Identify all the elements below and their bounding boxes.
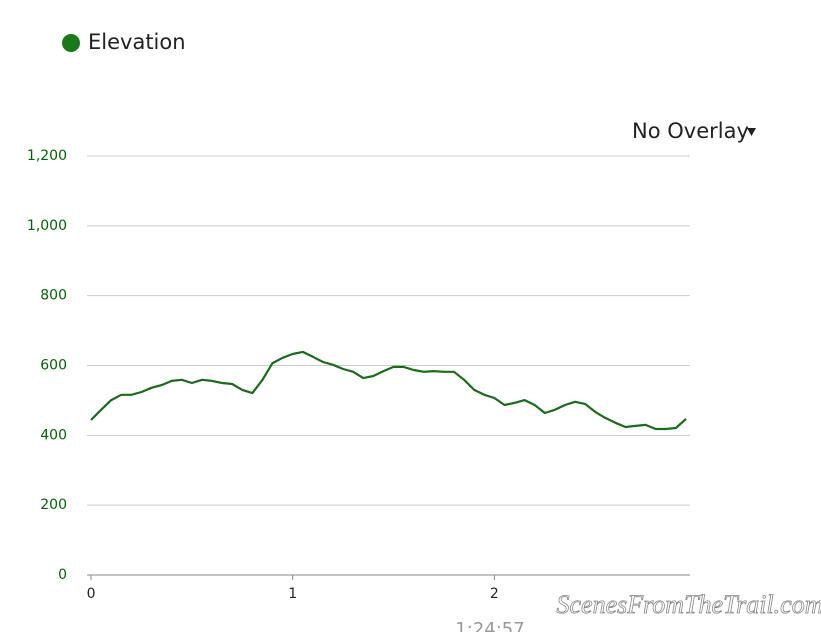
x-tick-label: 2: [490, 586, 499, 602]
y-tick-label: 800: [40, 288, 67, 304]
overlay-menu[interactable]: No Overlay: [632, 119, 749, 143]
y-tick-label: 200: [40, 497, 67, 513]
y-tick-label: 1,200: [27, 148, 67, 164]
x-tick-label: 1: [288, 586, 297, 602]
watermark: ScenesFromTheTrail.com: [557, 590, 821, 619]
elevation-line: [90, 350, 687, 431]
y-tick-label: 600: [40, 358, 67, 374]
x-tick-label: 0: [87, 586, 96, 602]
legend-label[interactable]: Elevation: [88, 30, 186, 54]
legend-marker[interactable]: [62, 34, 80, 52]
y-tick-label: 0: [58, 567, 67, 583]
y-tick-label: 400: [40, 427, 67, 443]
y-tick-label: 1,000: [27, 218, 67, 234]
footer-time: 1:24:57: [455, 619, 524, 632]
overlay-arrow[interactable]: [747, 128, 756, 136]
